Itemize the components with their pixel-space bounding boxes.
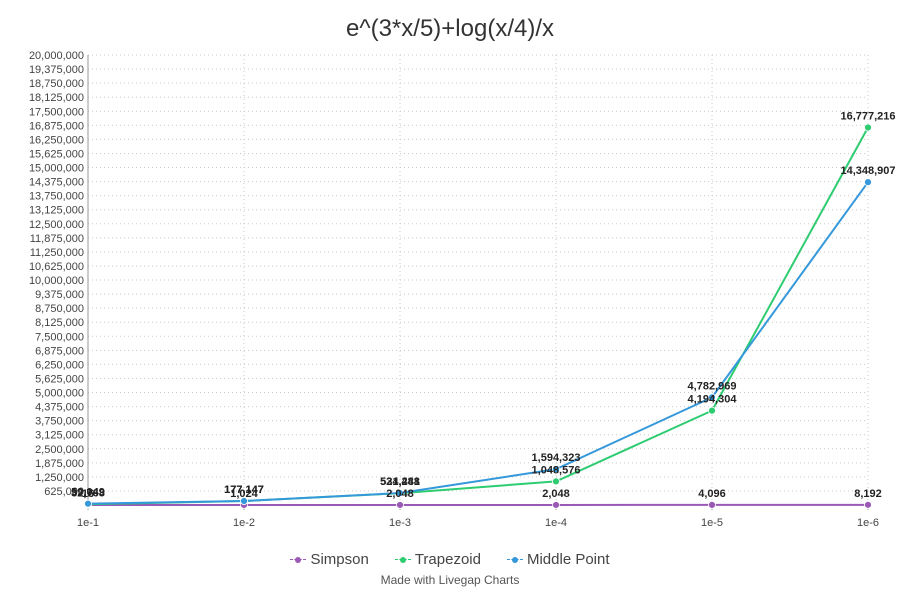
data-point-simpson[interactable] xyxy=(864,500,872,509)
y-tick-label: 10,000,000 xyxy=(29,275,84,287)
data-label-middle-point: 1,594,323 xyxy=(532,452,581,464)
data-label-simpson: 2,048 xyxy=(542,488,570,500)
y-tick-label: 9,375,000 xyxy=(35,289,84,301)
y-tick-label: 16,250,000 xyxy=(29,134,84,146)
y-tick-label: 18,125,000 xyxy=(29,92,84,104)
y-tick-label: 5,625,000 xyxy=(35,373,84,385)
data-label-middle-point: 14,348,907 xyxy=(840,165,895,177)
x-tick-label: 1e-5 xyxy=(701,517,723,529)
y-tick-label: 13,125,000 xyxy=(29,205,84,217)
data-label-trapezoid: 177,147 xyxy=(224,484,264,496)
legend-label-trapezoid: Trapezoid xyxy=(414,551,481,568)
y-tick-label: 16,875,000 xyxy=(29,120,84,132)
y-tick-label: 19,375,000 xyxy=(29,64,84,76)
y-tick-label: 20,000,000 xyxy=(29,50,84,62)
data-label-middle-point: 531,441 xyxy=(380,476,420,488)
data-point-middle-point[interactable] xyxy=(396,489,404,497)
data-label-middle-point: 4,782,969 xyxy=(688,380,737,392)
y-tick-label: 8,125,000 xyxy=(35,317,84,329)
y-tick-label: 7,500,000 xyxy=(35,331,84,343)
data-point-middle-point[interactable] xyxy=(864,178,872,187)
series-layer xyxy=(84,123,872,509)
legend-item-trapezoid[interactable]: Trapezoid xyxy=(394,551,481,568)
x-tick-label: 1e-6 xyxy=(857,517,879,529)
y-tick-label: 12,500,000 xyxy=(29,219,84,231)
y-tick-label: 8,750,000 xyxy=(35,303,84,315)
series-line-middle-point xyxy=(87,181,869,505)
y-tick-label: 13,750,000 xyxy=(29,191,84,203)
data-point-middle-point[interactable] xyxy=(240,497,248,505)
y-tick-label: 625,000 xyxy=(44,486,84,498)
chart-title: e^(3*x/5)+log(x/4)/x xyxy=(346,15,554,42)
y-tick-label: 1,875,000 xyxy=(35,458,84,470)
data-label-simpson: 1,024 xyxy=(230,488,258,500)
data-label-trapezoid: 524,288 xyxy=(380,476,420,488)
data-point-trapezoid[interactable] xyxy=(708,406,716,415)
y-tick-label: 5,000,000 xyxy=(35,388,84,400)
data-point-middle-point[interactable] xyxy=(84,499,92,508)
x-tick-label: 1e-4 xyxy=(545,517,567,529)
axes: 625,000 1,250,000 1,875,000 2,500,000 3,125,… xyxy=(29,50,879,529)
y-tick-label: 6,250,000 xyxy=(35,359,84,371)
y-tick-label: 2,500,000 xyxy=(35,444,84,456)
legend: Simpson Trapezoid Middle Point xyxy=(0,551,900,568)
x-tick-label: 1e-2 xyxy=(233,517,255,529)
data-point-middle-point[interactable] xyxy=(708,393,716,402)
y-tick-label: 3,125,000 xyxy=(35,430,84,442)
y-tick-label: 11,250,000 xyxy=(30,247,84,259)
legend-label-simpson: Simpson xyxy=(310,551,369,568)
series-line-trapezoid xyxy=(87,127,869,506)
y-tick-label: 17,500,000 xyxy=(29,106,84,118)
x-tick-label: 1e-3 xyxy=(389,517,411,529)
data-label-simpson: 8,192 xyxy=(854,488,882,500)
x-tick-label: 1e-1 xyxy=(77,517,99,529)
legend-item-simpson[interactable]: Simpson xyxy=(290,551,369,568)
data-point-trapezoid[interactable] xyxy=(552,477,560,486)
y-tick-label: 11,875,000 xyxy=(30,233,84,245)
data-point-simpson[interactable] xyxy=(396,501,404,509)
legend-marker-middle-point xyxy=(506,554,523,566)
data-label-middle-point: 177,147 xyxy=(224,484,264,496)
legend-item-middle-point[interactable]: Middle Point xyxy=(506,551,610,568)
y-tick-label: 3,750,000 xyxy=(35,416,84,428)
data-point-simpson[interactable] xyxy=(708,501,716,509)
y-tick-label: 6,875,000 xyxy=(35,345,84,357)
data-label-simpson: 16 xyxy=(82,488,94,500)
y-tick-label: 10,625,000 xyxy=(29,261,84,273)
legend-label-middle-point: Middle Point xyxy=(526,551,610,568)
credit-text: Made with Livegap Charts xyxy=(380,573,520,587)
data-label-trapezoid: 1,048,576 xyxy=(532,464,581,476)
legend-marker-simpson xyxy=(290,554,307,566)
y-tick-label: 4,375,000 xyxy=(35,402,84,414)
data-label-simpson: 4,096 xyxy=(698,488,726,500)
y-tick-label: 14,375,000 xyxy=(29,177,84,189)
data-label-simpson: 2,048 xyxy=(386,488,414,500)
y-tick-label: 18,750,000 xyxy=(29,78,84,90)
y-tick-label: 15,000,000 xyxy=(29,163,84,175)
data-label-trapezoid: 4,194,304 xyxy=(688,394,738,406)
data-labels: 16 1,024 2,048 2,048 4,096 8,192 32,768 177,147… xyxy=(71,111,895,500)
data-label-middle-point: 59,049 xyxy=(71,487,105,499)
data-point-middle-point[interactable] xyxy=(552,465,560,474)
y-tick-label: 1,250,000 xyxy=(35,472,84,484)
data-point-trapezoid[interactable] xyxy=(864,123,872,132)
data-point-simpson[interactable] xyxy=(552,501,560,509)
y-tick-label: 15,625,000 xyxy=(29,148,84,160)
legend-marker-trapezoid xyxy=(394,554,411,566)
grid xyxy=(88,54,869,505)
data-label-trapezoid: 16,777,216 xyxy=(840,111,895,123)
data-label-trapezoid: 32,768 xyxy=(71,487,105,499)
